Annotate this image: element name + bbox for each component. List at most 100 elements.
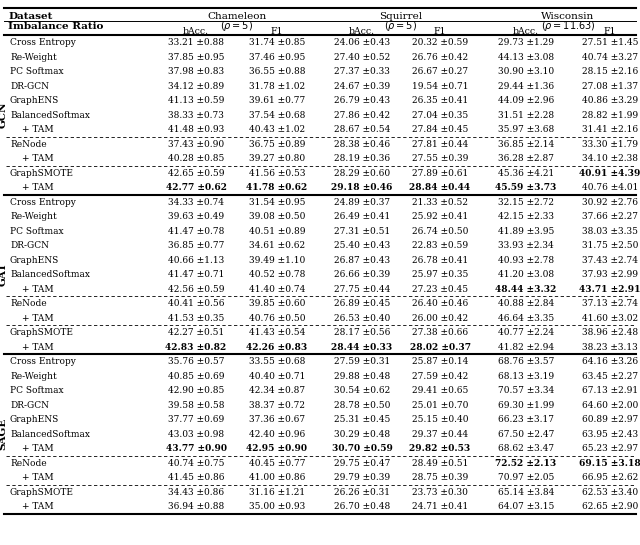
Text: 37.98 ±0.83: 37.98 ±0.83 bbox=[168, 68, 224, 76]
Text: 36.85 ±2.14: 36.85 ±2.14 bbox=[498, 140, 554, 149]
Text: 37.43 ±2.74: 37.43 ±2.74 bbox=[582, 256, 638, 265]
Text: 31.41 ±2.16: 31.41 ±2.16 bbox=[582, 125, 638, 135]
Text: GraphSMOTE: GraphSMOTE bbox=[10, 169, 74, 178]
Text: 35.76 ±0.57: 35.76 ±0.57 bbox=[168, 358, 224, 366]
Text: 38.37 ±0.72: 38.37 ±0.72 bbox=[249, 401, 305, 410]
Text: 40.76 ±4.01: 40.76 ±4.01 bbox=[582, 184, 638, 192]
Text: GraphENS: GraphENS bbox=[10, 415, 60, 425]
Text: 27.37 ±0.33: 27.37 ±0.33 bbox=[334, 68, 390, 76]
Text: bAcc.: bAcc. bbox=[513, 27, 539, 36]
Text: 40.88 ±2.84: 40.88 ±2.84 bbox=[498, 299, 554, 308]
Text: 29.41 ±0.65: 29.41 ±0.65 bbox=[412, 386, 468, 396]
Text: 43.03 ±0.98: 43.03 ±0.98 bbox=[168, 430, 224, 439]
Text: 26.26 ±0.31: 26.26 ±0.31 bbox=[334, 488, 390, 497]
Text: 41.40 ±0.74: 41.40 ±0.74 bbox=[249, 285, 305, 294]
Text: 36.85 ±0.77: 36.85 ±0.77 bbox=[168, 241, 224, 251]
Text: 37.36 ±0.67: 37.36 ±0.67 bbox=[249, 415, 305, 425]
Text: 36.75 ±0.89: 36.75 ±0.89 bbox=[249, 140, 305, 149]
Text: Re-Weight: Re-Weight bbox=[10, 213, 57, 221]
Text: 26.67 ±0.27: 26.67 ±0.27 bbox=[412, 68, 468, 76]
Text: 41.82 ±2.94: 41.82 ±2.94 bbox=[498, 343, 554, 352]
Text: 26.76 ±0.42: 26.76 ±0.42 bbox=[412, 53, 468, 62]
Text: 41.60 ±3.02: 41.60 ±3.02 bbox=[582, 314, 638, 323]
Text: 40.85 ±0.69: 40.85 ±0.69 bbox=[168, 372, 224, 381]
Text: 67.50 ±2.47: 67.50 ±2.47 bbox=[498, 430, 554, 439]
Text: Cross Entropy: Cross Entropy bbox=[10, 358, 76, 366]
Text: 66.23 ±3.17: 66.23 ±3.17 bbox=[498, 415, 554, 425]
Text: 40.77 ±2.24: 40.77 ±2.24 bbox=[498, 329, 554, 337]
Text: 22.83 ±0.59: 22.83 ±0.59 bbox=[412, 241, 468, 251]
Text: 34.12 ±0.89: 34.12 ±0.89 bbox=[168, 82, 224, 91]
Text: 39.08 ±0.50: 39.08 ±0.50 bbox=[249, 213, 305, 221]
Text: 29.82 ±0.53: 29.82 ±0.53 bbox=[410, 445, 470, 453]
Text: 34.61 ±0.62: 34.61 ±0.62 bbox=[249, 241, 305, 251]
Text: 31.16 ±1.21: 31.16 ±1.21 bbox=[249, 488, 305, 497]
Text: + TAM: + TAM bbox=[22, 314, 54, 323]
Text: 29.79 ±0.39: 29.79 ±0.39 bbox=[334, 474, 390, 482]
Text: 27.04 ±0.35: 27.04 ±0.35 bbox=[412, 111, 468, 120]
Text: 39.49 ±1.10: 39.49 ±1.10 bbox=[249, 256, 305, 265]
Text: 64.60 ±2.00: 64.60 ±2.00 bbox=[582, 401, 638, 410]
Text: 38.33 ±0.73: 38.33 ±0.73 bbox=[168, 111, 224, 120]
Text: 28.67 ±0.54: 28.67 ±0.54 bbox=[334, 125, 390, 135]
Text: 26.53 ±0.40: 26.53 ±0.40 bbox=[334, 314, 390, 323]
Text: 44.09 ±2.96: 44.09 ±2.96 bbox=[498, 96, 554, 106]
Text: BalancedSoftmax: BalancedSoftmax bbox=[10, 270, 90, 280]
Text: 33.21 ±0.88: 33.21 ±0.88 bbox=[168, 39, 224, 47]
Text: 21.33 ±0.52: 21.33 ±0.52 bbox=[412, 198, 468, 207]
Text: 38.96 ±2.48: 38.96 ±2.48 bbox=[582, 329, 638, 337]
Text: Re-Weight: Re-Weight bbox=[10, 372, 57, 381]
Text: 68.76 ±3.57: 68.76 ±3.57 bbox=[498, 358, 554, 366]
Text: 28.78 ±0.50: 28.78 ±0.50 bbox=[334, 401, 390, 410]
Text: 27.38 ±0.66: 27.38 ±0.66 bbox=[412, 329, 468, 337]
Text: 27.59 ±0.31: 27.59 ±0.31 bbox=[334, 358, 390, 366]
Text: 40.40 ±0.71: 40.40 ±0.71 bbox=[249, 372, 305, 381]
Text: 38.23 ±3.13: 38.23 ±3.13 bbox=[582, 343, 638, 352]
Text: 27.51 ±1.45: 27.51 ±1.45 bbox=[582, 39, 638, 47]
Text: GAT: GAT bbox=[0, 262, 8, 286]
Text: 40.45 ±0.77: 40.45 ±0.77 bbox=[249, 459, 305, 468]
Text: 33.30 ±1.79: 33.30 ±1.79 bbox=[582, 140, 638, 149]
Text: 40.86 ±3.29: 40.86 ±3.29 bbox=[582, 96, 638, 106]
Text: PC Softmax: PC Softmax bbox=[10, 68, 63, 76]
Text: 27.08 ±1.37: 27.08 ±1.37 bbox=[582, 82, 638, 91]
Text: 41.53 ±0.35: 41.53 ±0.35 bbox=[168, 314, 224, 323]
Text: 37.13 ±2.74: 37.13 ±2.74 bbox=[582, 299, 638, 308]
Text: 27.23 ±0.45: 27.23 ±0.45 bbox=[412, 285, 468, 294]
Text: 23.73 ±0.30: 23.73 ±0.30 bbox=[412, 488, 468, 497]
Text: GCN: GCN bbox=[0, 101, 8, 128]
Text: 27.86 ±0.42: 27.86 ±0.42 bbox=[334, 111, 390, 120]
Text: 28.15 ±2.16: 28.15 ±2.16 bbox=[582, 68, 638, 76]
Text: 34.43 ±0.86: 34.43 ±0.86 bbox=[168, 488, 224, 497]
Text: 67.13 ±2.91: 67.13 ±2.91 bbox=[582, 386, 638, 396]
Text: F1: F1 bbox=[271, 27, 284, 36]
Text: 37.66 ±2.27: 37.66 ±2.27 bbox=[582, 213, 638, 221]
Text: 40.52 ±0.78: 40.52 ±0.78 bbox=[249, 270, 305, 280]
Text: 24.89 ±0.37: 24.89 ±0.37 bbox=[334, 198, 390, 207]
Text: 68.62 ±3.47: 68.62 ±3.47 bbox=[498, 445, 554, 453]
Text: 40.51 ±0.89: 40.51 ±0.89 bbox=[249, 227, 305, 236]
Text: GraphENS: GraphENS bbox=[10, 256, 60, 265]
Text: BalancedSoftmax: BalancedSoftmax bbox=[10, 430, 90, 439]
Text: 42.56 ±0.59: 42.56 ±0.59 bbox=[168, 285, 224, 294]
Text: 31.75 ±2.50: 31.75 ±2.50 bbox=[582, 241, 638, 251]
Text: 34.10 ±2.38: 34.10 ±2.38 bbox=[582, 154, 638, 164]
Text: 25.97 ±0.35: 25.97 ±0.35 bbox=[412, 270, 468, 280]
Text: 41.00 ±0.86: 41.00 ±0.86 bbox=[249, 474, 305, 482]
Text: 27.75 ±0.44: 27.75 ±0.44 bbox=[334, 285, 390, 294]
Text: 29.44 ±1.36: 29.44 ±1.36 bbox=[498, 82, 554, 91]
Text: Imbalance Ratio: Imbalance Ratio bbox=[8, 22, 104, 31]
Text: 28.02 ±0.37: 28.02 ±0.37 bbox=[410, 343, 470, 352]
Text: 29.88 ±0.48: 29.88 ±0.48 bbox=[334, 372, 390, 381]
Text: 41.43 ±0.54: 41.43 ±0.54 bbox=[249, 329, 305, 337]
Text: 63.95 ±2.43: 63.95 ±2.43 bbox=[582, 430, 638, 439]
Text: $(\rho = 5)$: $(\rho = 5)$ bbox=[220, 20, 253, 33]
Text: 40.41 ±0.56: 40.41 ±0.56 bbox=[168, 299, 224, 308]
Text: 44.13 ±3.08: 44.13 ±3.08 bbox=[498, 53, 554, 62]
Text: 42.65 ±0.59: 42.65 ±0.59 bbox=[168, 169, 224, 178]
Text: F1: F1 bbox=[434, 27, 446, 36]
Text: 26.89 ±0.45: 26.89 ±0.45 bbox=[334, 299, 390, 308]
Text: 29.75 ±0.47: 29.75 ±0.47 bbox=[334, 459, 390, 468]
Text: 37.43 ±0.90: 37.43 ±0.90 bbox=[168, 140, 224, 149]
Text: 39.61 ±0.77: 39.61 ±0.77 bbox=[249, 96, 305, 106]
